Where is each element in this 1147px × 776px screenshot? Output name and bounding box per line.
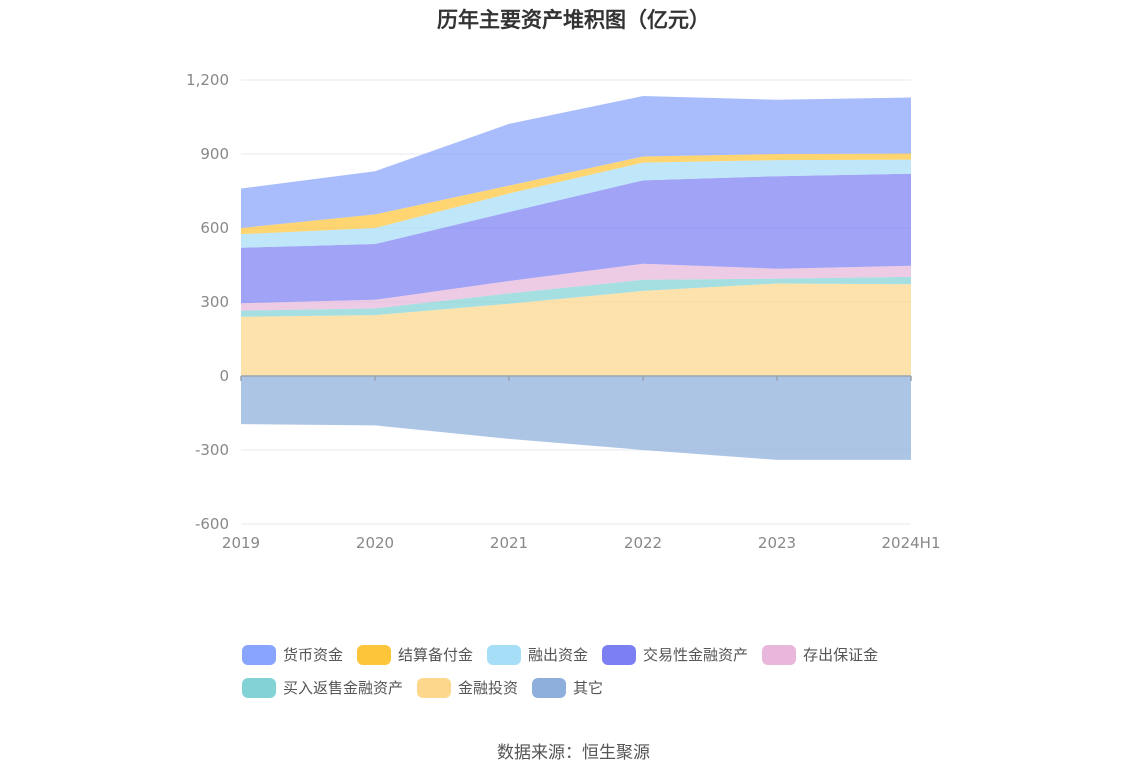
legend-label: 结算备付金 xyxy=(398,646,474,664)
y-tick-label: 600 xyxy=(200,219,229,237)
y-tick-label: 0 xyxy=(219,367,229,385)
area-series xyxy=(241,159,911,248)
area-series xyxy=(241,376,911,460)
legend-label: 其它 xyxy=(573,679,604,697)
x-tick-label: 2023 xyxy=(758,534,796,552)
legend-label: 货币资金 xyxy=(283,646,344,664)
data-source-note: 数据来源：恒生聚源 xyxy=(497,743,650,763)
legend-label: 金融投资 xyxy=(458,679,519,697)
legend-item[interactable]: 存出保证金 xyxy=(762,644,878,665)
chart-title: 历年主要资产堆积图（亿元） xyxy=(437,8,710,32)
legend-label: 买入返售金融资产 xyxy=(283,679,404,697)
legend-item[interactable]: 其它 xyxy=(532,677,603,698)
area-series xyxy=(241,96,911,229)
area-series xyxy=(241,153,911,235)
x-tick-label: 2021 xyxy=(490,534,528,552)
area-series xyxy=(241,263,911,311)
legend-item[interactable]: 融出资金 xyxy=(487,644,588,665)
y-tick-label: 300 xyxy=(200,293,229,311)
x-tick-label: 2020 xyxy=(356,534,394,552)
legend-label: 存出保证金 xyxy=(803,646,879,664)
area-series xyxy=(241,173,911,304)
y-tick-label: 900 xyxy=(200,145,229,163)
legend-item[interactable]: 货币资金 xyxy=(242,644,343,665)
area-series xyxy=(241,283,911,376)
area-series xyxy=(241,276,911,317)
legend-swatch xyxy=(357,644,392,665)
y-tick-label: -300 xyxy=(195,441,229,459)
legend-swatch xyxy=(242,644,276,665)
legend-row: 货币资金 结算备付金 融出资金 交易性金融资产 存出保证金 xyxy=(242,638,942,671)
legend-swatch xyxy=(762,644,797,665)
y-tick-label: -600 xyxy=(195,515,229,533)
legend-row: 买入返售金融资产 金融投资 其它 xyxy=(242,671,942,704)
legend-item[interactable]: 买入返售金融资产 xyxy=(242,677,403,698)
legend-swatch xyxy=(532,677,567,698)
legend-item[interactable]: 结算备付金 xyxy=(357,644,473,665)
y-tick-label: 1,200 xyxy=(186,71,229,89)
x-tick-label: 2022 xyxy=(624,534,662,552)
legend-item[interactable]: 交易性金融资产 xyxy=(602,644,748,665)
x-tick-label: 2019 xyxy=(222,534,260,552)
legend-swatch xyxy=(602,644,637,665)
legend-swatch xyxy=(487,644,522,665)
legend-item[interactable]: 金融投资 xyxy=(417,677,518,698)
chart-legend: 货币资金 结算备付金 融出资金 交易性金融资产 存出保证金 买入返售金融资产 金融投资 其它 xyxy=(242,638,942,704)
legend-label: 融出资金 xyxy=(528,646,589,664)
x-tick-label: 2024H1 xyxy=(882,534,941,552)
legend-swatch xyxy=(417,677,452,698)
legend-label: 交易性金融资产 xyxy=(643,646,749,664)
legend-swatch xyxy=(242,677,276,698)
